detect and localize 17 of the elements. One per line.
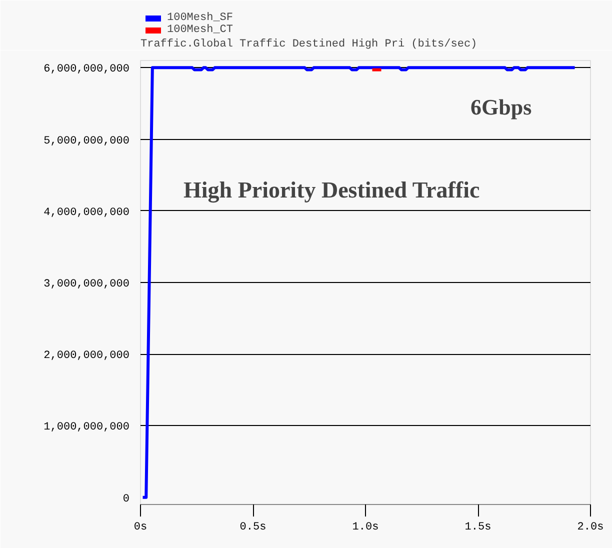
y-tick-label: 0 [122,493,130,506]
y-tick-label: 6,000,000,000 [44,64,130,76]
annotation: High Priority Destined Traffic [184,178,480,204]
x-tick-label: 0s [134,522,148,534]
y-tick-label: 4,000,000,000 [44,206,130,219]
chart-title: Traffic.Global Traffic Destined High Pri (bits/sec) [140,38,478,50]
x-tick-label: 0.5s [240,522,266,534]
annotation: 6Gbps [470,94,532,120]
legend-label: 100Mesh_CT [167,24,234,36]
y-tick-label: 1,000,000,000 [44,422,130,434]
x-tick-label: 1.0s [352,522,379,534]
legend-label: 100Mesh_SF [167,12,234,24]
y-tick-label: 3,000,000,000 [44,278,130,290]
y-tick-label: 2,000,000,000 [44,350,130,362]
x-tick-label: 2.0s [577,522,604,534]
x-tick-label: 1.5s [464,522,492,534]
y-tick-label: 5,000,000,000 [44,135,130,148]
